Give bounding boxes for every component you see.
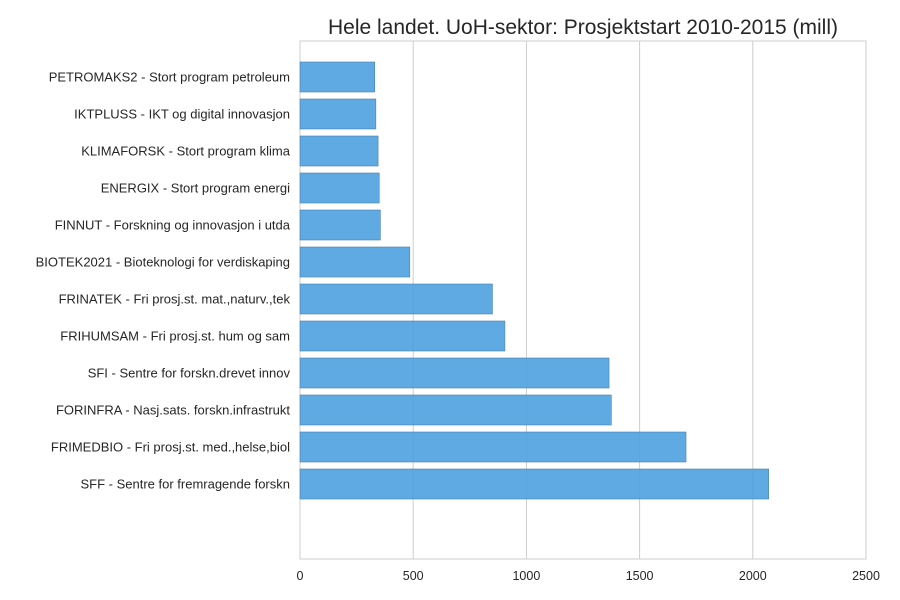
category-label: FRIHUMSAM - Fri prosj.st. hum og sam [60,329,290,344]
bar [299,357,610,389]
category-label: PETROMAKS2 - Stort program petroleum [49,70,290,85]
bar [299,394,612,426]
bar [299,320,506,352]
category-label: FORINFRA - Nasj.sats. forskn.infrastrukt [56,403,290,418]
x-tick-label: 2500 [852,569,880,583]
category-label: FRINATEK - Fri prosj.st. mat.,naturv.,te… [59,292,291,307]
x-tick-label: 2000 [739,569,767,583]
category-label: IKTPLUSS - IKT og digital innovasjon [74,107,290,122]
bar [299,468,769,500]
bar [299,172,380,204]
category-label-layer: PETROMAKS2 - Stort program petroleum IKTP… [36,70,291,492]
bar [299,431,687,463]
bar [299,98,377,130]
bar [299,209,381,241]
x-tick-label: 1000 [512,569,540,583]
category-label: BIOTEK2021 - Bioteknologi for verdiskapi… [36,255,290,270]
category-label: ENERGIX - Stort program energi [101,181,290,196]
chart-title: Hele landet. UoH-sektor: Prosjektstart 2… [328,16,838,39]
x-tick-label: 1500 [626,569,654,583]
bar [299,135,379,167]
bar [299,283,493,315]
x-tick-label: 0 [297,569,304,583]
x-tick-label: 500 [403,569,424,583]
bar [299,246,411,278]
bar [299,61,376,93]
bar-layer [299,61,769,500]
category-label: KLIMAFORSK - Stort program klima [81,144,291,159]
x-tick-label-layer: 0 500 1000 1500 2000 2500 [297,569,880,583]
category-label: FRIMEDBIO - Fri prosj.st. med.,helse,bio… [51,440,290,455]
category-label: FINNUT - Forskning og innovasjon i utda [55,218,291,233]
category-label: SFI - Sentre for forskn.drevet innov [88,366,291,381]
category-label: SFF - Sentre for fremragende forskn [80,477,290,492]
